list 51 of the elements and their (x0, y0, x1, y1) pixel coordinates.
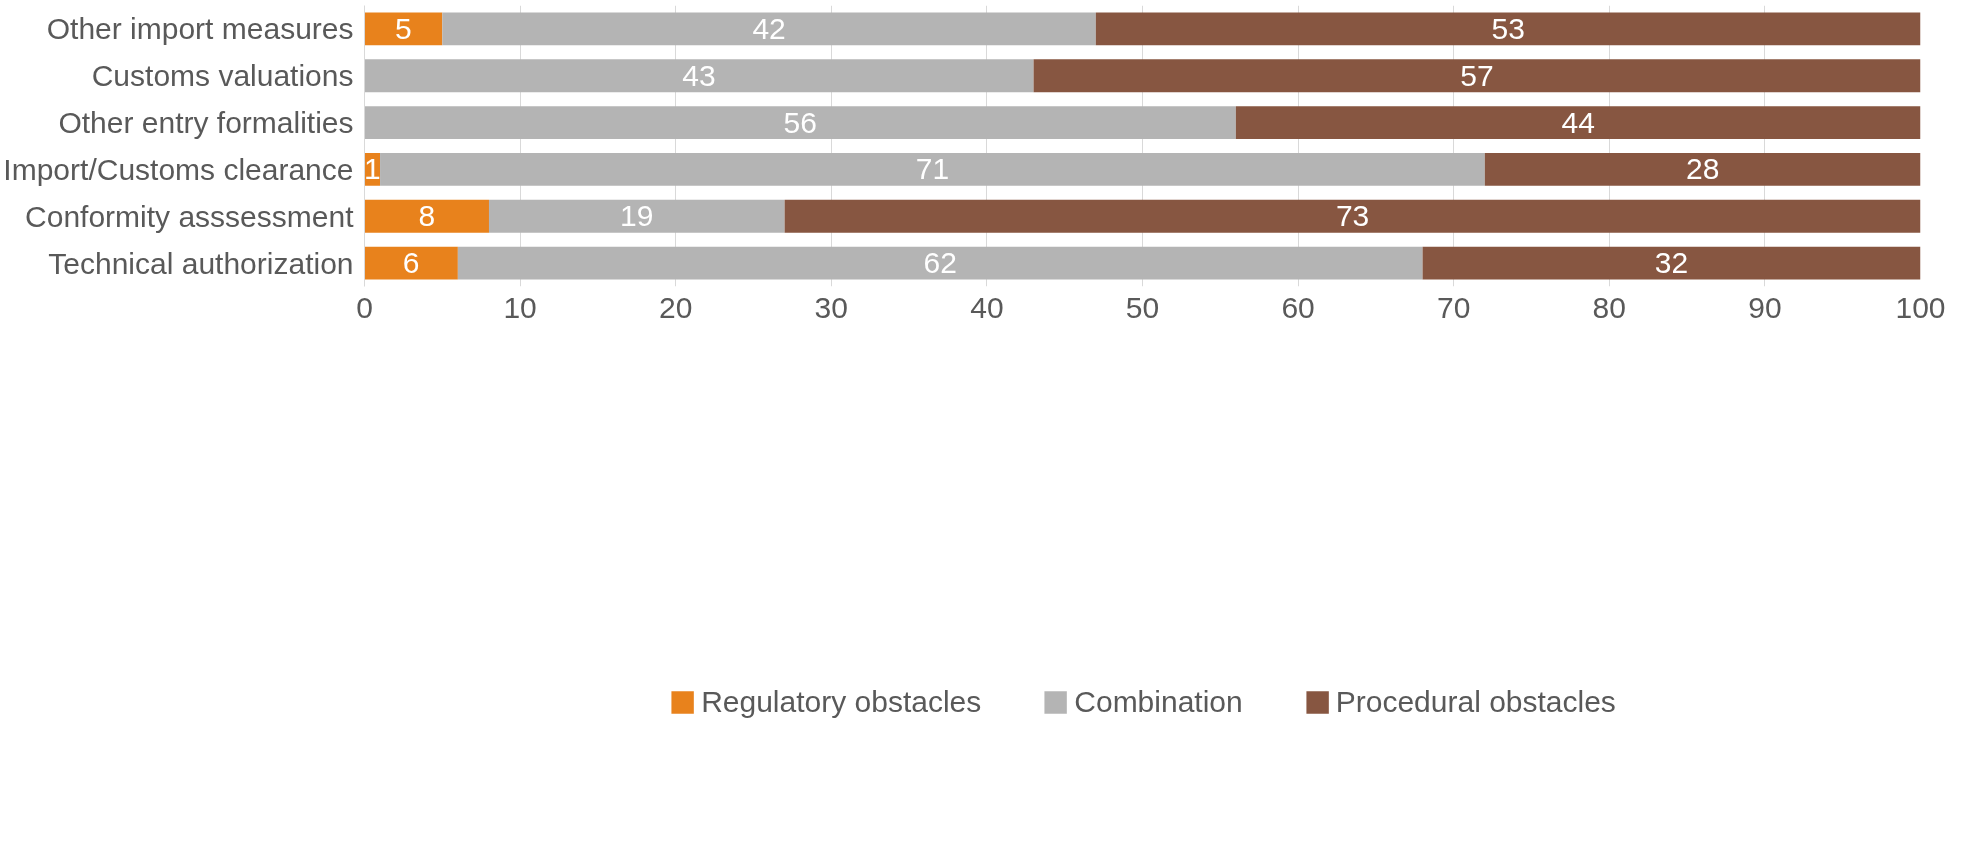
legend-label: Regulatory obstacles (701, 684, 982, 719)
bar (364, 12, 443, 46)
bar (364, 246, 458, 280)
data-label: 6 (402, 246, 420, 280)
data-label: 56 (783, 105, 817, 139)
x-tick-label: 70 (1437, 290, 1471, 324)
bar (488, 199, 785, 233)
data-label: 43 (682, 58, 716, 92)
bar (1235, 106, 1921, 139)
legend-label: Procedural obstacles (1335, 684, 1616, 719)
y-tick-label: Technical authorization (48, 246, 354, 280)
x-tick-label: 20 (659, 290, 693, 324)
bar (1422, 246, 1921, 280)
bar (364, 199, 489, 233)
bar (1033, 59, 1921, 93)
x-tick-label: 90 (1748, 290, 1782, 324)
data-label: 32 (1654, 246, 1689, 280)
data-label: 73 (1335, 199, 1370, 233)
bar (457, 246, 1423, 280)
y-tick-label: Other entry formalities (58, 106, 354, 140)
bar (364, 106, 1236, 139)
x-tick-label: 50 (1125, 290, 1160, 324)
data-label: 19 (620, 199, 654, 233)
data-label: 42 (752, 11, 786, 45)
legend-label: Combination (1074, 684, 1243, 719)
bar (1095, 12, 1921, 46)
data-label: 44 (1561, 105, 1595, 139)
bar (380, 153, 1485, 186)
y-tick-label: Other import measures (46, 12, 354, 46)
y-tick-label: Import/Customs clearance (3, 152, 354, 186)
x-tick-label: 40 (970, 290, 1004, 324)
x-tick-label: 100 (1895, 290, 1946, 324)
data-label: 8 (418, 199, 436, 233)
data-label: 62 (923, 246, 957, 280)
bar (784, 199, 1921, 233)
data-label: 28 (1685, 152, 1720, 186)
data-label: 71 (915, 152, 950, 186)
bar (1484, 153, 1921, 186)
data-label: 53 (1491, 11, 1525, 45)
x-tick-label: 80 (1592, 290, 1626, 324)
x-tick-label: 10 (503, 290, 537, 324)
bar (364, 59, 1034, 93)
x-tick-label: 0 (356, 290, 373, 324)
data-label: 57 (1460, 58, 1494, 92)
y-tick-label: Customs valuations (91, 59, 354, 93)
data-label: 1 (363, 152, 381, 186)
bar (442, 12, 1096, 46)
data-label: 5 (395, 11, 412, 45)
x-tick-label: 60 (1281, 290, 1315, 324)
x-tick-label: 30 (814, 290, 848, 324)
y-tick-label: Conformity asssessment (25, 199, 355, 233)
